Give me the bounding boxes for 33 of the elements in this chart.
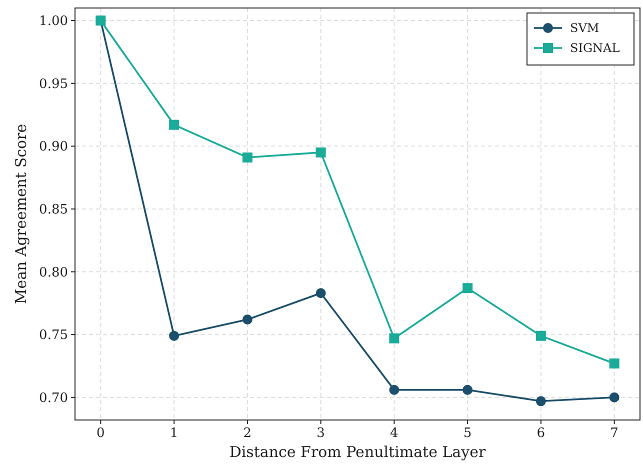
y-tick-label: 0.85 (39, 202, 68, 218)
x-tick-label: 3 (316, 426, 325, 441)
point (609, 392, 620, 402)
x-tick-label: 2 (243, 426, 252, 441)
x-tick-label: 1 (170, 426, 178, 441)
x-axis-title: Distance From Penultimate Layer (229, 443, 486, 461)
y-tick-label: 0.95 (39, 76, 68, 92)
point (242, 152, 252, 162)
x-tick-label: 4 (390, 426, 398, 441)
x-tick-label: 7 (610, 426, 618, 441)
x-tick-label: 5 (463, 426, 472, 441)
y-tick-label: 1.00 (39, 14, 68, 30)
point (242, 314, 252, 325)
point (316, 147, 326, 158)
point (536, 330, 546, 341)
y-tick-label: 0.70 (39, 390, 68, 406)
point (169, 330, 180, 341)
point (462, 283, 473, 294)
point (389, 333, 400, 344)
point (609, 358, 620, 368)
point (316, 288, 326, 298)
point (462, 384, 473, 395)
point (169, 120, 180, 130)
point (389, 384, 400, 395)
point (536, 396, 546, 406)
x-tick-label: 6 (536, 426, 546, 441)
y-tick-label: 0.80 (39, 265, 68, 280)
y-axis-title: Mean Agreement Score (12, 124, 30, 304)
y-tick-label: 0.75 (39, 328, 68, 344)
x-tick-label: 0 (96, 426, 105, 441)
legend-label: SIGNAL (570, 41, 620, 56)
y-tick-label: 0.90 (39, 140, 68, 155)
legend-label: SVM (570, 21, 600, 36)
